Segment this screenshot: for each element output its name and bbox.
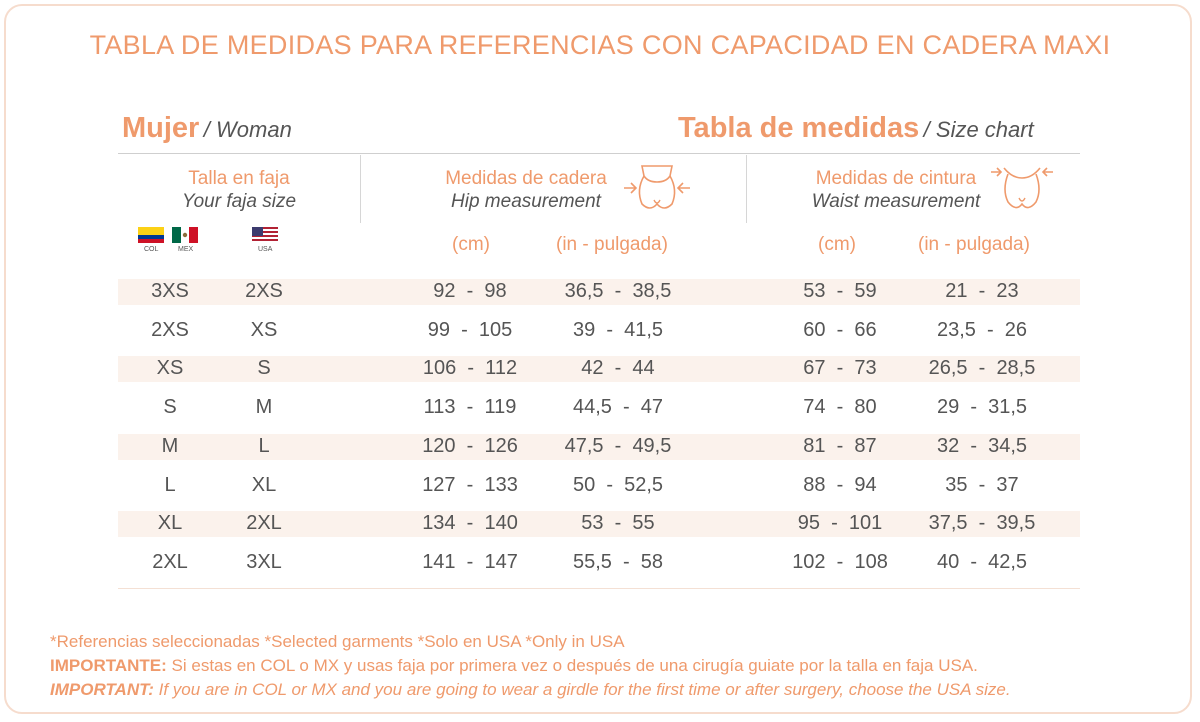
row-band [118,433,1080,460]
waist-unit-cm: (cm) [818,234,856,255]
footnote-important-text: If you are in COL or MX and you are goin… [153,680,1011,699]
cell-size-colmx: XL [157,512,183,535]
cell-hip-in: 36,5 - 38,5 [564,280,672,302]
cell-size-usa: S [257,357,271,380]
cell-waist-cm: 74 - 80 [803,396,877,419]
cell-size-usa: 3XL [246,550,282,573]
flag-label-col: COL [144,246,159,253]
cell-hip-cm: 134 - 140 [422,512,518,535]
size-chart-header-main: Tabla de medidas [678,112,920,144]
footnote-importante-label: IMPORTANTE: [50,656,167,675]
waist-unit-in: (in - pulgada) [918,234,1030,255]
waist-arrows-icon [991,167,1053,209]
cell-size-usa: L [258,434,270,457]
cell-waist-cm: 67 - 73 [803,357,877,380]
cell-waist-in: 26,5 - 28,5 [928,357,1036,380]
hip-unit-cm: (cm) [452,234,490,255]
cell-size-usa: 2XS [245,280,283,302]
hip-column-title: Medidas de cadera [445,168,607,189]
cell-hip-in: 39 - 41,5 [572,318,664,341]
cell-waist-in: 21 - 23 [945,280,1019,302]
size-column-header: Talla en faja Your faja size [118,167,360,213]
page-title: TABLA DE MEDIDAS PARA REFERENCIAS CON CA… [89,30,1111,60]
cell-size-usa: 2XL [246,512,282,535]
cell-waist-cm: 95 - 101 [797,512,883,535]
footnote-selected: *Referencias seleccionadas *Selected gar… [50,632,625,651]
cell-hip-in: 53 - 55 [581,512,655,535]
cell-size-colmx: S [163,396,177,419]
cell-waist-cm: 102 - 108 [792,550,888,573]
flag-label-usa: USA [258,246,273,253]
header-divider [118,153,1080,154]
cell-hip-in: 47,5 - 49,5 [564,434,672,457]
column-divider-2 [746,155,747,223]
footnote-important: IMPORTANT: If you are in COL or MX and y… [50,680,1011,700]
cell-waist-in: 32 - 34,5 [936,434,1028,457]
size-chart-header: Tabla de medidas / Size chart [678,112,1034,145]
size-column-title: Talla en faja [188,168,290,189]
mexico-flag-icon [172,227,198,243]
usa-flag-icon [252,227,278,243]
woman-header-main: Mujer [122,112,200,144]
waist-column-header: Medidas de cintura Waist measurement [784,167,1008,213]
cell-hip-cm: 127 - 133 [422,473,518,496]
hip-column-subtitle: Hip measurement [451,191,601,212]
table-bottom-divider [118,588,1080,589]
footnote-important-label: IMPORTANT: [50,680,154,699]
hip-column-header: Medidas de cadera Hip measurement [410,167,642,213]
cell-size-usa: XS [250,318,278,341]
colombia-flag-icon [138,227,164,243]
column-divider-1 [360,155,361,223]
cell-hip-cm: 113 - 119 [423,396,517,419]
cell-size-colmx: 2XS [151,318,189,341]
cell-hip-cm: 141 - 147 [422,550,518,573]
cell-size-colmx: 3XS [151,280,189,302]
cell-hip-cm: 99 - 105 [427,318,513,341]
hip-arrows-icon [624,165,690,209]
cell-hip-in: 44,5 - 47 [572,396,664,419]
cell-waist-cm: 53 - 59 [803,280,877,302]
cell-waist-cm: 60 - 66 [803,318,877,341]
cell-size-colmx: 2XL [152,550,188,573]
cell-hip-in: 50 - 52,5 [572,473,664,496]
cell-size-usa: M [255,396,273,419]
cell-hip-cm: 106 - 112 [422,357,518,380]
cell-hip-in: 55,5 - 58 [572,550,664,573]
cell-size-colmx: L [164,473,176,496]
row-band [118,279,1080,305]
cell-waist-in: 37,5 - 39,5 [928,512,1036,535]
footnote-importante-text: Si estas en COL o MX y usas faja por pri… [166,656,978,675]
cell-hip-cm: 92 - 98 [433,280,507,302]
hip-unit-in: (in - pulgada) [556,234,668,255]
cell-size-colmx: XS [156,357,184,380]
row-band [118,511,1080,538]
cell-waist-in: 40 - 42,5 [936,550,1028,573]
woman-header: Mujer / Woman [122,112,292,145]
cell-waist-in: 29 - 31,5 [936,396,1028,419]
waist-column-title: Medidas de cintura [815,168,977,189]
size-chart-header-sub: / Size chart [923,117,1034,142]
footnote-importante: IMPORTANTE: Si estas en COL o MX y usas … [50,656,978,676]
cell-waist-in: 23,5 - 26 [936,318,1028,341]
cell-hip-cm: 120 - 126 [422,434,518,457]
cell-hip-in: 42 - 44 [581,357,655,380]
woman-header-sub: / Woman [203,117,292,142]
row-band [118,356,1080,383]
cell-waist-in: 35 - 37 [945,473,1019,496]
cell-size-usa: XL [251,473,277,496]
cell-waist-cm: 88 - 94 [803,473,877,496]
size-column-subtitle: Your faja size [181,191,297,212]
flag-label-mex: MEX [178,246,194,253]
cell-size-colmx: M [161,434,179,457]
waist-column-subtitle: Waist measurement [811,191,981,212]
cell-waist-cm: 81 - 87 [803,434,877,457]
